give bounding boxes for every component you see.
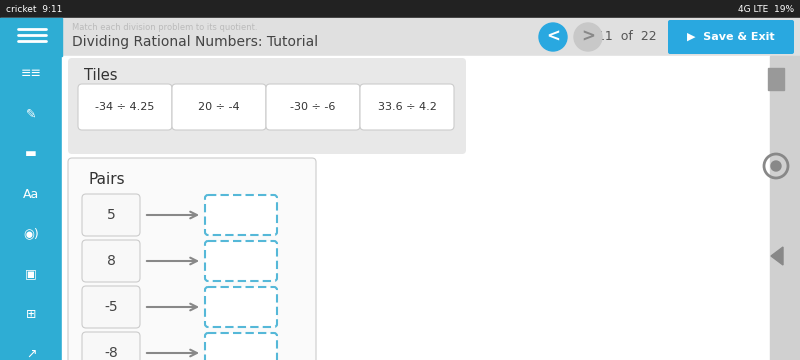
Circle shape bbox=[539, 23, 567, 51]
Text: Aa: Aa bbox=[23, 188, 39, 201]
Bar bbox=[770, 56, 800, 360]
Text: ⊞: ⊞ bbox=[26, 307, 36, 320]
Circle shape bbox=[574, 23, 602, 51]
Text: Dividing Rational Numbers: Tutorial: Dividing Rational Numbers: Tutorial bbox=[72, 35, 318, 49]
FancyBboxPatch shape bbox=[668, 20, 794, 54]
FancyBboxPatch shape bbox=[68, 58, 466, 154]
Text: 20 ÷ -4: 20 ÷ -4 bbox=[198, 102, 240, 112]
FancyBboxPatch shape bbox=[205, 333, 277, 360]
Text: 33.6 ÷ 4.2: 33.6 ÷ 4.2 bbox=[378, 102, 437, 112]
Text: Match each division problem to its quotient.: Match each division problem to its quoti… bbox=[72, 22, 258, 31]
FancyBboxPatch shape bbox=[205, 195, 277, 235]
Text: -8: -8 bbox=[104, 346, 118, 360]
FancyBboxPatch shape bbox=[266, 84, 360, 130]
Text: 11  of  22: 11 of 22 bbox=[597, 31, 657, 44]
Text: cricket  9:11: cricket 9:11 bbox=[6, 4, 62, 13]
Bar bbox=[0, 18, 62, 56]
FancyBboxPatch shape bbox=[82, 240, 140, 282]
Text: Tiles: Tiles bbox=[84, 68, 118, 84]
Text: -30 ÷ -6: -30 ÷ -6 bbox=[290, 102, 336, 112]
Text: -5: -5 bbox=[104, 300, 118, 314]
Circle shape bbox=[771, 161, 781, 171]
Text: 5: 5 bbox=[106, 208, 115, 222]
Text: ↗: ↗ bbox=[26, 347, 36, 360]
FancyBboxPatch shape bbox=[82, 332, 140, 360]
FancyBboxPatch shape bbox=[205, 287, 277, 327]
Text: -34 ÷ 4.25: -34 ÷ 4.25 bbox=[95, 102, 154, 112]
Bar bbox=[768, 68, 784, 90]
FancyBboxPatch shape bbox=[205, 241, 277, 281]
FancyBboxPatch shape bbox=[78, 84, 172, 130]
Text: ≡≡: ≡≡ bbox=[21, 68, 42, 81]
Text: <: < bbox=[546, 28, 560, 46]
Text: 8: 8 bbox=[106, 254, 115, 268]
Bar bbox=[0, 0, 800, 18]
FancyBboxPatch shape bbox=[172, 84, 266, 130]
Text: ▬: ▬ bbox=[25, 148, 37, 161]
Text: 4G LTE  19%: 4G LTE 19% bbox=[738, 4, 794, 13]
FancyBboxPatch shape bbox=[82, 194, 140, 236]
FancyBboxPatch shape bbox=[68, 158, 316, 360]
Text: >: > bbox=[581, 28, 595, 46]
Text: ▣: ▣ bbox=[25, 267, 37, 280]
Bar bbox=[0, 56, 62, 360]
FancyBboxPatch shape bbox=[82, 286, 140, 328]
Text: ✎: ✎ bbox=[26, 108, 36, 121]
Text: ◉): ◉) bbox=[23, 228, 39, 240]
Polygon shape bbox=[771, 247, 783, 265]
Text: ▶  Save & Exit: ▶ Save & Exit bbox=[687, 32, 775, 42]
FancyBboxPatch shape bbox=[360, 84, 454, 130]
Bar bbox=[62, 56, 770, 360]
Bar bbox=[0, 18, 800, 56]
Text: Pairs: Pairs bbox=[88, 172, 125, 188]
